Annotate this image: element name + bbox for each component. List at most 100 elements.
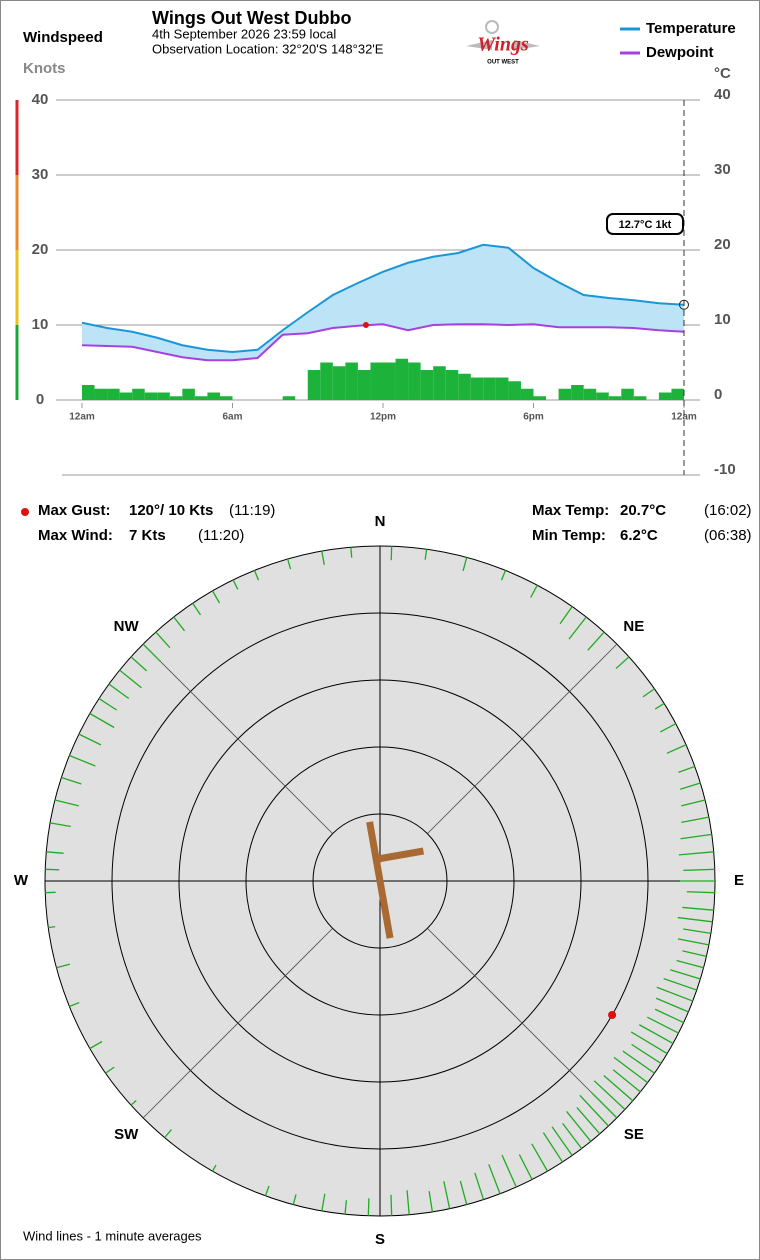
y-axis-label: Windspeed bbox=[23, 29, 103, 46]
wind-bar bbox=[94, 388, 108, 400]
wind-line bbox=[566, 1111, 592, 1142]
wind-line bbox=[192, 602, 202, 616]
wind-bar bbox=[408, 362, 421, 400]
compass-label: SE bbox=[624, 1126, 644, 1143]
wind-line bbox=[69, 754, 96, 767]
rose-spoke bbox=[142, 928, 333, 1119]
wind-line bbox=[678, 851, 714, 856]
wind-line bbox=[530, 584, 538, 598]
wind-bar bbox=[219, 396, 233, 400]
wind-line bbox=[253, 570, 260, 581]
wind-bar bbox=[119, 392, 133, 400]
wind-line bbox=[660, 723, 677, 733]
chart-title: Wings Out West Dubbo bbox=[152, 8, 352, 28]
stat-value: 6.2°C bbox=[620, 527, 658, 544]
speed-band bbox=[15, 250, 19, 325]
wind-bar bbox=[658, 392, 672, 400]
wind-line bbox=[680, 782, 701, 790]
wind-line bbox=[551, 1126, 573, 1156]
wind-line bbox=[119, 669, 142, 689]
stat-value: 20.7°C bbox=[620, 502, 666, 519]
y-tick-label: 20 bbox=[32, 241, 49, 258]
wind-line bbox=[613, 1056, 648, 1084]
wind-line bbox=[683, 928, 711, 935]
wind-line bbox=[576, 1106, 601, 1135]
wind-line bbox=[542, 1132, 563, 1163]
wind-bar bbox=[420, 370, 434, 400]
x-tick-label: 6am bbox=[222, 412, 242, 423]
wind-bar bbox=[307, 370, 321, 400]
wind-line bbox=[639, 1024, 674, 1044]
wind-bar bbox=[633, 396, 647, 400]
wind-line bbox=[559, 606, 573, 625]
wind-line bbox=[130, 1099, 137, 1106]
wind-line bbox=[676, 959, 704, 969]
compass-label: E bbox=[734, 872, 744, 889]
wind-line bbox=[587, 631, 605, 651]
y2-tick-label: -10 bbox=[714, 461, 736, 478]
wind-line bbox=[428, 1191, 434, 1212]
wind-bar bbox=[445, 370, 459, 400]
logo-key bbox=[485, 20, 499, 34]
subtitle: 4th September 2026 23:59 local bbox=[152, 26, 336, 41]
wind-line bbox=[292, 1194, 297, 1205]
wind-bar bbox=[157, 392, 170, 400]
temp-dew-band bbox=[82, 244, 684, 361]
wind-bar bbox=[395, 358, 409, 400]
wind-line bbox=[49, 822, 71, 828]
wind-line bbox=[568, 616, 587, 640]
cursor-point bbox=[679, 299, 689, 310]
x-tick-label: 6pm bbox=[523, 412, 544, 423]
wind-bar bbox=[596, 392, 609, 400]
wind-line bbox=[69, 1001, 80, 1008]
stat-time: (11:20) bbox=[198, 527, 244, 544]
wind-bar bbox=[144, 392, 158, 400]
x-tick-label: 12am bbox=[69, 412, 95, 423]
gust-marker bbox=[362, 322, 369, 328]
wind-bar bbox=[458, 373, 471, 400]
wind-line bbox=[680, 833, 712, 840]
wind-line bbox=[591, 1092, 618, 1119]
stat-time: (11:19) bbox=[229, 502, 275, 519]
y-tick-label: 40 bbox=[32, 91, 49, 108]
wind-line bbox=[48, 926, 56, 929]
y-axis-unit: Knots bbox=[23, 60, 66, 77]
rose-spoke bbox=[427, 643, 618, 834]
gust-dot bbox=[608, 1011, 617, 1019]
wind-line bbox=[462, 557, 468, 572]
wind-line bbox=[647, 1016, 679, 1034]
wind-line bbox=[54, 799, 79, 807]
wind-bar bbox=[107, 388, 120, 400]
wind-barb-stem bbox=[366, 821, 394, 939]
gust-key bbox=[21, 508, 29, 516]
y2-axis-label: °C bbox=[714, 65, 731, 82]
wind-bar bbox=[194, 396, 208, 400]
subtitle: Observation Location: 32°20'S 148°32'E bbox=[152, 41, 384, 56]
footer: Wind lines - 1 minute averages bbox=[23, 1228, 202, 1243]
wind-bar bbox=[495, 377, 509, 400]
wind-line bbox=[367, 1198, 370, 1216]
x-tick-label: 12am bbox=[671, 412, 697, 423]
wind-line bbox=[683, 868, 715, 872]
wind-bar bbox=[357, 370, 371, 400]
wind-line bbox=[677, 916, 713, 923]
wind-line bbox=[46, 851, 64, 854]
wind-line bbox=[173, 616, 186, 632]
speed-band bbox=[15, 100, 19, 175]
compass-label: N bbox=[375, 513, 386, 530]
speed-band bbox=[15, 175, 19, 250]
wind-bar bbox=[433, 366, 446, 400]
wind-line bbox=[681, 799, 706, 807]
wind-line bbox=[155, 631, 171, 649]
wind-bar bbox=[571, 385, 584, 400]
y2-tick-label: 0 bbox=[714, 386, 722, 403]
stat-label: Min Temp: bbox=[532, 527, 606, 544]
x-tick-label: 12pm bbox=[370, 412, 396, 423]
wind-bar bbox=[282, 396, 296, 400]
wind-line bbox=[631, 1043, 662, 1064]
wind-line bbox=[612, 1069, 641, 1093]
wind-line bbox=[501, 1154, 517, 1188]
y-tick-label: 0 bbox=[36, 391, 44, 408]
